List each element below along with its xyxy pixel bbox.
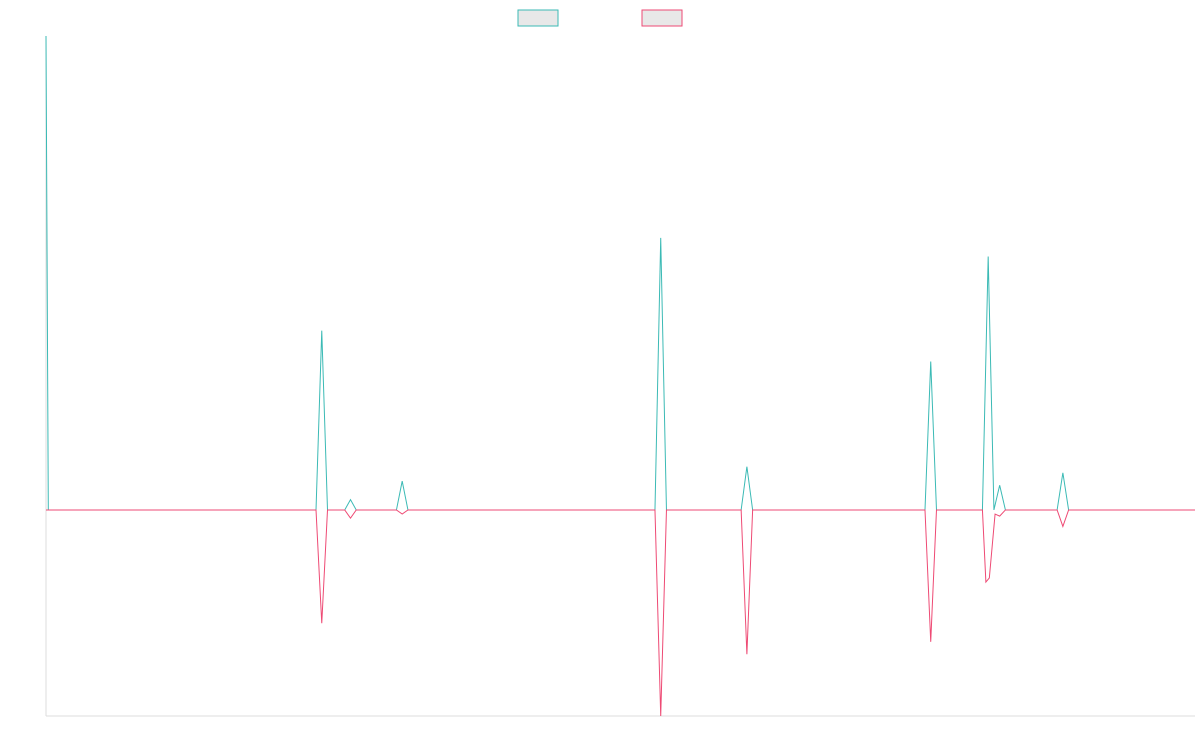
legend-item-1[interactable]	[517, 9, 559, 27]
series-line-1	[45, 35, 1195, 511]
legend-swatch-1[interactable]	[517, 9, 559, 27]
series-line-2	[46, 509, 1195, 717]
chart-series-group	[45, 35, 1195, 717]
chart-axes	[45, 36, 1195, 717]
legend-swatch-2[interactable]	[641, 9, 683, 27]
legend-item-2[interactable]	[641, 9, 683, 27]
chart-legend[interactable]	[517, 9, 683, 27]
